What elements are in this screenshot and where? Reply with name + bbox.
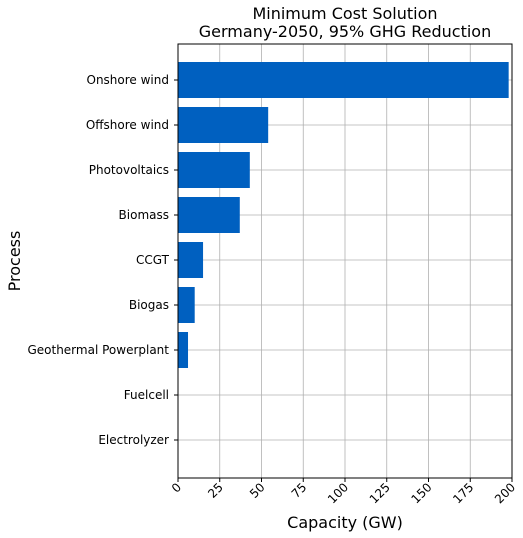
x-tick-label: 75 — [289, 480, 310, 501]
y-tick-label: CCGT — [136, 253, 170, 267]
x-axis-ticks: 0 25 50 75 100 125 150 175 200 — [169, 478, 518, 506]
y-axis-label: Process — [5, 231, 24, 292]
x-tick-label: 150 — [409, 480, 435, 506]
x-tick-label: 175 — [450, 480, 476, 506]
x-tick-label: 0 — [169, 480, 184, 495]
x-tick-label: 125 — [367, 480, 393, 506]
chart-title: Minimum Cost Solution — [252, 4, 437, 23]
y-tick-label: Biogas — [129, 298, 169, 312]
bar — [178, 197, 240, 233]
bar — [178, 152, 250, 188]
bar — [178, 332, 189, 368]
y-tick-label: Photovoltaics — [89, 163, 169, 177]
bar — [178, 62, 509, 98]
x-tick-label: 25 — [205, 480, 226, 501]
chart-subtitle: Germany-2050, 95% GHG Reduction — [199, 22, 491, 41]
bar — [178, 287, 195, 323]
bar — [178, 107, 269, 143]
y-tick-label: Electrolyzer — [98, 433, 169, 447]
x-tick-label: 200 — [492, 480, 518, 506]
y-tick-label: Offshore wind — [86, 118, 169, 132]
bars — [178, 62, 509, 368]
x-tick-label: 50 — [247, 480, 268, 501]
x-tick-label: 100 — [325, 480, 351, 506]
y-tick-label: Biomass — [119, 208, 169, 222]
y-tick-label: Fuelcell — [124, 388, 169, 402]
y-tick-label: Geothermal Powerplant — [27, 343, 169, 357]
plot-frame — [177, 43, 513, 479]
x-axis-label: Capacity (GW) — [287, 513, 403, 532]
y-tick-label: Onshore wind — [87, 73, 170, 87]
bar — [178, 242, 204, 278]
y-axis-ticks: Onshore wind Offshore wind Photovoltaics Bi… — [27, 73, 178, 447]
